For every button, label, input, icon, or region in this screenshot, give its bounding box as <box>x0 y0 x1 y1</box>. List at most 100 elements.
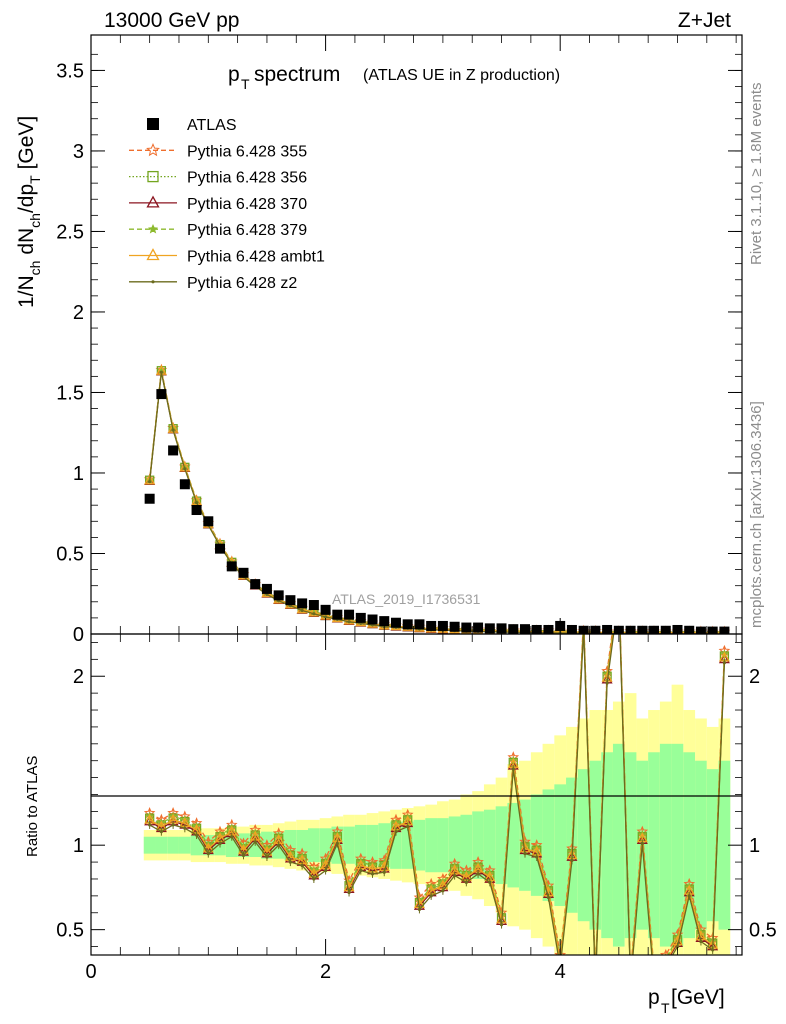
y-tick-label-top: 1 <box>73 463 84 485</box>
marker-dot <box>265 855 269 859</box>
marker-open-triangle <box>146 248 160 261</box>
marker-dot <box>148 480 152 484</box>
marker-atlas <box>156 389 167 400</box>
marker-open-triangle <box>296 603 308 614</box>
marker-dot <box>323 615 328 619</box>
band-green <box>448 816 461 874</box>
marker-dot <box>476 872 480 876</box>
marker-dot <box>499 922 504 927</box>
marker-atlas <box>250 579 261 590</box>
svg-text:p: p <box>648 986 660 1009</box>
marker-open-triangle <box>614 587 623 595</box>
title-p: p <box>228 63 240 86</box>
legend-label: ATLAS <box>187 117 237 134</box>
marker-atlas <box>414 619 425 630</box>
marker-dot <box>605 681 609 685</box>
marker-open-triangle <box>591 976 600 984</box>
band-green <box>648 752 660 939</box>
marker-open-square <box>591 973 599 981</box>
marker-dot <box>277 843 281 847</box>
legend-entry: Pythia 6.428 ambt1 <box>129 248 325 266</box>
legend-entry: Pythia 6.428 z2 <box>129 275 297 292</box>
marker-atlas <box>273 590 284 601</box>
ratio-line <box>149 634 726 955</box>
band-green <box>718 760 731 930</box>
marker-star <box>148 223 158 234</box>
marker-atlas <box>637 625 648 634</box>
marker-dot <box>722 661 727 665</box>
band-green <box>319 828 332 863</box>
marker-dot <box>171 428 175 432</box>
marker-dot <box>206 852 210 856</box>
marker-dot <box>159 370 163 374</box>
marker-dot <box>417 907 422 911</box>
y-tick-label-top: 3 <box>73 141 84 163</box>
marker-dot <box>617 594 620 597</box>
band-green <box>354 824 367 866</box>
marker-dot <box>288 860 293 864</box>
marker-atlas <box>402 619 413 630</box>
marker-atlas <box>719 626 730 634</box>
marker-atlas <box>437 620 448 631</box>
marker-dot <box>687 894 691 898</box>
y-axis-label-top: 1/Nch dNch/dpT [GeV] <box>15 116 43 308</box>
band-green <box>659 743 672 947</box>
marker-dot <box>629 982 632 985</box>
legend-entry: Pythia 6.428 356 <box>129 170 307 187</box>
marker-star <box>579 612 588 621</box>
marker-dot <box>151 280 155 284</box>
marker-dot <box>194 833 199 837</box>
marker-open-triangle <box>650 972 659 980</box>
marker-atlas <box>215 543 226 554</box>
band-green <box>225 833 238 858</box>
band-green <box>178 836 191 854</box>
ratio-line <box>149 634 726 955</box>
band-green <box>401 821 414 869</box>
svg-text:[GeV]: [GeV] <box>671 986 725 1009</box>
marker-open-triangle <box>614 585 623 593</box>
marker-atlas <box>168 445 179 456</box>
marker-open-triangle <box>626 974 635 982</box>
marker-open-triangle <box>626 976 635 984</box>
legend-entry: ATLAS <box>147 117 237 134</box>
marker-atlas <box>355 612 366 623</box>
marker-dot <box>148 823 152 827</box>
marker-atlas <box>602 624 613 634</box>
atlas-points <box>144 389 730 634</box>
marker-open-triangle <box>661 957 670 965</box>
title-paren: (ATLAS UE in Z production) <box>363 67 560 84</box>
marker-star <box>665 953 667 955</box>
title-t-subscript: T <box>241 76 250 92</box>
ratio-line <box>149 634 726 955</box>
marker-star <box>591 967 600 976</box>
marker-open-square <box>650 970 658 978</box>
ratio-series <box>143 585 731 985</box>
marker-atlas <box>147 118 159 130</box>
y-tick-label-ratio: 1 <box>73 835 84 857</box>
y-tick-label-top: 1.5 <box>56 382 84 404</box>
band-green <box>413 819 426 871</box>
title-spectrum: spectrum <box>254 63 340 86</box>
x-tick-label: 2 <box>320 961 331 983</box>
band-green <box>296 829 308 861</box>
marker-dot <box>370 872 375 876</box>
marker-atlas <box>508 624 519 634</box>
x-axis-label: p T [GeV] <box>648 986 725 1016</box>
band-green <box>601 752 613 939</box>
header-right: Z+Jet <box>678 9 731 32</box>
marker-open-triangle <box>191 495 203 506</box>
marker-atlas <box>531 624 542 634</box>
marker-dot <box>335 841 339 846</box>
y-tick-label-top: 0.5 <box>56 543 84 565</box>
x-tick-label: 0 <box>85 961 96 983</box>
band-green <box>612 743 625 947</box>
band-green <box>167 836 179 854</box>
marker-atlas <box>543 624 554 634</box>
marker-atlas <box>484 623 495 634</box>
marker-open-square <box>662 956 670 964</box>
svg-text:1/Nch dNch/dpT [GeV]: 1/Nch dNch/dpT [GeV] <box>15 116 43 308</box>
marker-atlas <box>695 626 706 634</box>
marker-dot <box>453 873 457 878</box>
marker-dot <box>546 895 551 900</box>
marker-atlas <box>379 616 390 627</box>
